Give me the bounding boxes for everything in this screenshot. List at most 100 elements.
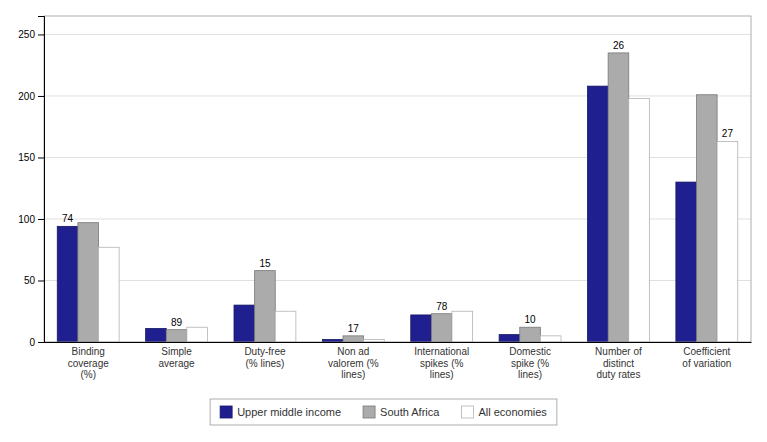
x-tick-label: Simpleaverage — [158, 346, 195, 369]
y-tick-mark — [38, 96, 44, 97]
bar-series — [78, 53, 717, 342]
x-tick: Coefficientof variation — [682, 342, 731, 369]
bar — [520, 327, 541, 342]
x-tick-label: Domesticspike (%lines) — [509, 346, 551, 380]
y-tick-label: 200 — [18, 91, 35, 102]
x-tick-label-line: Domestic — [509, 346, 551, 357]
bars — [57, 53, 737, 342]
bar — [57, 226, 78, 342]
x-tick-label-line: of variation — [682, 358, 731, 369]
x-tick: Domesticspike (%lines) — [509, 342, 551, 380]
y-tick: 150 — [18, 152, 44, 163]
y-tick-mark — [38, 157, 44, 158]
legend-item: South Africa — [363, 406, 440, 418]
bar — [255, 271, 276, 342]
x-axis-line — [45, 342, 752, 343]
x-tick-label-line: spike (% — [511, 358, 549, 369]
x-tick-label: Duty-free(% lines) — [244, 346, 286, 369]
x-tick-label-line: lines) — [430, 369, 454, 380]
bar — [343, 336, 364, 342]
x-tick-label: Internationalspikes (%lines) — [414, 346, 469, 380]
x-tick: Duty-free(% lines) — [244, 342, 286, 369]
x-tick-label-line: distinct — [603, 358, 634, 369]
bar — [608, 53, 629, 342]
legend-swatch — [363, 406, 375, 418]
x-tick-label-line: Number of — [595, 346, 642, 357]
x-tick: Non advalorem (%lines) — [328, 342, 379, 380]
x-tick: Number ofdistinctduty rates — [595, 342, 642, 380]
y-tick-mark — [38, 34, 44, 35]
bar — [697, 95, 718, 342]
annotation: 26 — [613, 40, 625, 51]
grid-line — [44, 95, 751, 96]
x-tick-label-line: coverage — [68, 358, 110, 369]
bar — [629, 98, 650, 342]
annotation: 15 — [259, 258, 271, 269]
x-tick-label-line: valorem (% — [328, 358, 379, 369]
x-tick-label-line: spikes (% — [420, 358, 463, 369]
x-tick-label-line: Coefficient — [683, 346, 730, 357]
legend-item: All economies — [461, 406, 547, 418]
x-tick-label-line: duty rates — [596, 369, 640, 380]
annotations: 7489151778102627 — [62, 40, 733, 334]
y-tick-label: 0 — [29, 337, 35, 348]
x-tick-label: Non advalorem (%lines) — [328, 346, 379, 380]
annotation: 89 — [171, 317, 183, 328]
y-tick: 50 — [24, 275, 44, 286]
chart: 0 50 100 150 200 250 Bindingcoverage(%) Simplea… — [0, 0, 767, 442]
y-tick-label: 100 — [18, 214, 35, 225]
bar-series — [98, 98, 737, 342]
x-tick-label-line: Non ad — [337, 346, 369, 357]
x-tick-label-line: Duty-free — [244, 346, 286, 357]
x-tick-label: Number ofdistinctduty rates — [595, 346, 642, 380]
annotation: 78 — [436, 301, 448, 312]
x-tick: Simpleaverage — [158, 342, 195, 369]
x-tick-label-line: Simple — [161, 346, 192, 357]
x-tick-label: Bindingcoverage(%) — [68, 346, 110, 380]
y-axis: 0 50 100 150 200 250 — [18, 17, 44, 348]
grid — [44, 34, 751, 342]
y-tick: 0 — [29, 337, 44, 348]
x-tick: Internationalspikes (%lines) — [414, 342, 469, 380]
y-tick-mark — [38, 280, 44, 281]
bar — [452, 311, 473, 342]
x-axis: Bindingcoverage(%) Simpleaverage Duty-free… — [45, 342, 752, 380]
bar — [431, 314, 452, 342]
y-tick-mark — [38, 219, 44, 220]
x-tick-label-line: lines) — [518, 369, 542, 380]
legend: Upper middle income South Africa All econo… — [210, 399, 557, 425]
y-tick-mark — [38, 342, 44, 343]
legend-swatch — [461, 406, 473, 418]
x-tick-label-line: Binding — [72, 346, 105, 357]
legend-frame — [210, 399, 557, 425]
legend-label: All economies — [478, 406, 547, 418]
x-tick-label-line: International — [414, 346, 469, 357]
plot-frame — [44, 16, 751, 342]
bar — [717, 141, 738, 342]
bar — [676, 182, 697, 342]
bar — [78, 223, 99, 342]
y-tick-label: 250 — [18, 29, 35, 40]
x-tick-label-line: (% lines) — [245, 358, 284, 369]
bar — [146, 328, 167, 342]
bar — [166, 330, 187, 342]
bar-series — [57, 86, 696, 342]
legend-label: South Africa — [380, 406, 440, 418]
bar — [234, 305, 255, 342]
legend-label: Upper middle income — [237, 406, 341, 418]
bar — [275, 311, 296, 342]
bar — [411, 315, 432, 342]
bar — [98, 247, 119, 342]
legend-item: Upper middle income — [220, 406, 341, 418]
bar — [187, 327, 208, 342]
y-axis-line — [38, 17, 45, 343]
x-tick-label-line: average — [158, 358, 195, 369]
x-tick-label: Coefficientof variation — [682, 346, 731, 369]
bar — [540, 336, 561, 342]
legend-swatch — [220, 406, 232, 418]
annotation: 17 — [348, 323, 360, 334]
annotation: 27 — [722, 128, 734, 139]
grid-line — [44, 34, 751, 35]
plot: 0 50 100 150 200 250 Bindingcoverage(%) Simplea… — [18, 16, 751, 380]
x-tick-label-line: (%) — [80, 369, 96, 380]
